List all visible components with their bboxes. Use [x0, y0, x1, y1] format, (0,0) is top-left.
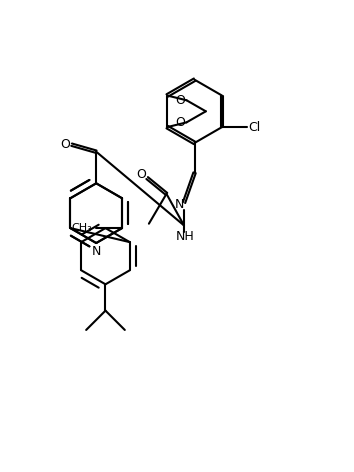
Text: O: O: [136, 168, 146, 181]
Text: O: O: [61, 138, 70, 151]
Text: Cl: Cl: [248, 121, 261, 134]
Text: O: O: [175, 116, 185, 129]
Text: N: N: [175, 198, 184, 211]
Text: NH: NH: [175, 229, 194, 243]
Text: N: N: [92, 245, 101, 258]
Text: CH₃: CH₃: [72, 223, 92, 233]
Text: O: O: [175, 94, 185, 107]
